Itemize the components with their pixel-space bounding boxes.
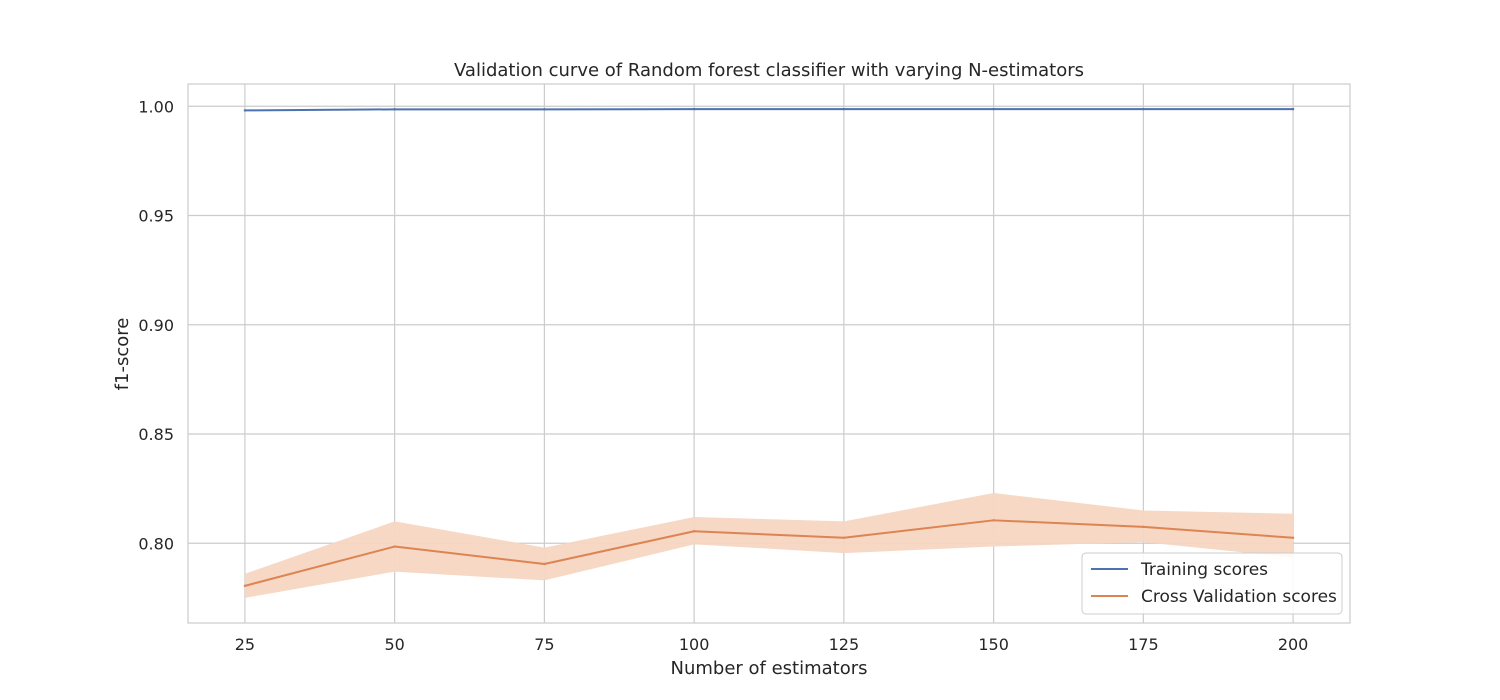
training-scorespoint: [1291, 107, 1295, 111]
series-lines: [243, 107, 1295, 588]
y-tick-label: 0.95: [138, 207, 174, 226]
training-scorespoint: [543, 108, 546, 111]
x-tick-label: 50: [384, 635, 404, 654]
training-scorespoint: [842, 107, 846, 111]
cross-validation-scorespoint: [1142, 525, 1145, 529]
training-scorespoint: [1142, 107, 1145, 111]
training-scorespoint: [692, 107, 696, 111]
x-axis-label: Number of estimators: [670, 658, 867, 679]
cross-validation-scorespoint: [692, 530, 696, 533]
x-tick-label: 125: [829, 635, 860, 654]
chart-title: Validation curve of Random forest classi…: [454, 60, 1084, 81]
y-tick-label: 0.80: [138, 534, 174, 553]
cross-validation-scoresband: [244, 493, 1294, 598]
legend: Training scores Cross Validation scores: [1081, 552, 1343, 615]
y-axis-label: f1-score: [112, 318, 133, 391]
training-scorespoint: [243, 109, 247, 112]
cross-validation-scorespoint: [992, 519, 995, 522]
cross-validation-scorespoint: [842, 536, 846, 539]
legend-box: [1081, 552, 1343, 615]
cross-validation-scorespoint: [243, 584, 247, 588]
y-tick-label: 0.90: [138, 316, 174, 335]
cross-validation-scoresline: [244, 519, 1294, 587]
y-tick-label: 1.00: [138, 97, 174, 116]
x-tick-label: 150: [978, 635, 1009, 654]
x-tick-label: 200: [1278, 635, 1309, 654]
x-tick-label: 100: [679, 635, 710, 654]
plot-frame: [187, 83, 1351, 624]
x-tick-label: 175: [1128, 635, 1159, 654]
x-tick-label: 75: [534, 635, 554, 654]
x-tick-label: 25: [235, 635, 255, 654]
training-scorespoint: [992, 107, 995, 111]
training-scorespoint: [393, 108, 396, 111]
tick-labels: 25 50 75 100 125 150 175 200 0.80 0.85 0.90 0.95 1.0…: [138, 97, 1308, 654]
training-scoresline: [244, 108, 1294, 112]
legend-label-training: Training scores: [1140, 560, 1268, 580]
y-tick-label: 0.85: [138, 425, 174, 444]
cross-validation-scorespoint: [393, 545, 396, 548]
cross-validation-scorespoint: [1291, 536, 1295, 539]
legend-label-cross-validation: Cross Validation scores: [1141, 587, 1337, 607]
cross-validation-scorespoint: [543, 562, 546, 566]
